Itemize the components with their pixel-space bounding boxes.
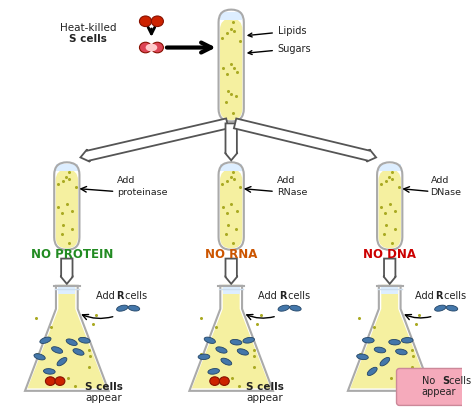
FancyBboxPatch shape [377, 162, 402, 250]
Ellipse shape [210, 377, 219, 385]
Text: cells: cells [441, 290, 466, 300]
Ellipse shape [40, 337, 51, 344]
Ellipse shape [216, 347, 227, 353]
Ellipse shape [374, 347, 386, 353]
Text: Add
DNase: Add DNase [430, 176, 462, 197]
FancyBboxPatch shape [220, 169, 242, 248]
Ellipse shape [243, 337, 255, 343]
FancyBboxPatch shape [55, 164, 78, 171]
Ellipse shape [198, 354, 210, 359]
Text: appear: appear [247, 393, 283, 403]
Ellipse shape [139, 42, 152, 53]
Polygon shape [381, 285, 398, 294]
Polygon shape [192, 285, 271, 389]
FancyBboxPatch shape [220, 12, 242, 20]
FancyBboxPatch shape [54, 162, 80, 250]
Polygon shape [225, 124, 237, 160]
Ellipse shape [380, 357, 390, 366]
Text: Lipids: Lipids [248, 26, 306, 37]
Polygon shape [27, 285, 106, 389]
FancyBboxPatch shape [55, 169, 78, 248]
Polygon shape [81, 119, 228, 162]
Ellipse shape [73, 349, 84, 355]
Ellipse shape [401, 337, 413, 343]
Text: Sugars: Sugars [248, 44, 311, 54]
Ellipse shape [367, 367, 377, 376]
Ellipse shape [55, 377, 65, 385]
Text: NO PROTEIN: NO PROTEIN [30, 248, 113, 261]
Text: NO RNA: NO RNA [205, 248, 257, 261]
Polygon shape [348, 286, 431, 389]
Ellipse shape [221, 358, 232, 365]
FancyBboxPatch shape [220, 164, 242, 171]
FancyBboxPatch shape [220, 19, 242, 120]
FancyBboxPatch shape [379, 169, 401, 248]
FancyBboxPatch shape [219, 10, 244, 121]
Text: Add: Add [415, 290, 437, 300]
Ellipse shape [66, 339, 77, 346]
Ellipse shape [151, 16, 164, 27]
Ellipse shape [146, 44, 157, 52]
Polygon shape [190, 286, 273, 389]
Text: appear: appear [421, 387, 456, 397]
Ellipse shape [435, 305, 446, 311]
Polygon shape [25, 286, 109, 389]
Ellipse shape [278, 305, 290, 311]
FancyBboxPatch shape [397, 369, 474, 406]
Polygon shape [234, 119, 376, 162]
FancyBboxPatch shape [379, 164, 401, 171]
Text: Add: Add [258, 290, 280, 300]
FancyBboxPatch shape [219, 162, 244, 250]
Text: S cells: S cells [85, 382, 123, 392]
Ellipse shape [57, 357, 67, 366]
Text: appear: appear [85, 393, 122, 403]
Ellipse shape [208, 369, 219, 374]
Text: R: R [279, 290, 286, 300]
Ellipse shape [237, 349, 248, 355]
Ellipse shape [357, 354, 368, 359]
Polygon shape [225, 259, 237, 284]
Text: NO DNA: NO DNA [363, 248, 416, 261]
Text: Add
RNase: Add RNase [277, 176, 307, 197]
Text: R: R [436, 290, 443, 300]
Text: S: S [442, 376, 449, 386]
Text: cells: cells [446, 376, 471, 386]
Ellipse shape [79, 337, 90, 343]
Text: cells: cells [122, 290, 147, 300]
Text: R: R [117, 290, 124, 300]
Ellipse shape [117, 305, 128, 311]
Ellipse shape [34, 354, 45, 360]
Ellipse shape [389, 339, 401, 345]
Ellipse shape [52, 347, 63, 353]
Ellipse shape [44, 369, 55, 374]
Ellipse shape [46, 377, 55, 385]
Ellipse shape [363, 337, 374, 343]
Ellipse shape [446, 305, 458, 311]
Polygon shape [383, 259, 396, 284]
Text: Add: Add [96, 290, 118, 300]
Text: cells: cells [285, 290, 310, 300]
Polygon shape [58, 285, 75, 294]
Ellipse shape [219, 377, 229, 385]
Text: S cells: S cells [246, 382, 284, 392]
Polygon shape [350, 285, 429, 389]
Ellipse shape [128, 305, 140, 311]
Text: No: No [422, 376, 438, 386]
Ellipse shape [204, 337, 215, 344]
Polygon shape [61, 259, 73, 284]
Ellipse shape [139, 16, 152, 27]
Polygon shape [223, 285, 240, 294]
Text: S cells: S cells [69, 34, 107, 44]
Ellipse shape [396, 349, 407, 355]
Ellipse shape [290, 305, 301, 311]
Text: Heat-killed: Heat-killed [60, 23, 117, 33]
Ellipse shape [151, 42, 164, 53]
Ellipse shape [230, 339, 242, 345]
Text: Add
proteinase: Add proteinase [118, 176, 168, 197]
